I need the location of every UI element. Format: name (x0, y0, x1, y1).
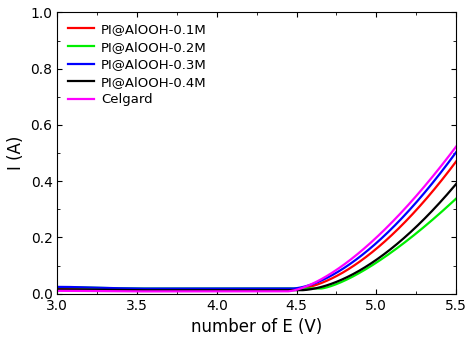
PI@AlOOH-0.3M (55, 285, 60, 289)
PI@AlOOH-0.2M (329, 284, 335, 288)
Line: PI@AlOOH-0.1M: PI@AlOOH-0.1M (57, 162, 456, 289)
Y-axis label: I (A): I (A) (7, 136, 25, 170)
Celgard (134, 289, 140, 294)
PI@AlOOH-0.2M (230, 286, 236, 291)
PI@AlOOH-0.3M (329, 273, 335, 277)
PI@AlOOH-0.1M (216, 287, 222, 292)
PI@AlOOH-0.2M (366, 265, 372, 270)
PI@AlOOH-0.4M (366, 263, 372, 267)
Celgard (366, 243, 372, 247)
Celgard (95, 289, 101, 293)
Line: Celgard: Celgard (57, 146, 456, 292)
PI@AlOOH-0.3M (134, 286, 140, 291)
Legend: PI@AlOOH-0.1M, PI@AlOOH-0.2M, PI@AlOOH-0.3M, PI@AlOOH-0.4M, Celgard: PI@AlOOH-0.1M, PI@AlOOH-0.2M, PI@AlOOH-0… (64, 19, 210, 110)
Line: PI@AlOOH-0.3M: PI@AlOOH-0.3M (57, 152, 456, 288)
PI@AlOOH-0.1M (366, 253, 372, 257)
PI@AlOOH-0.4M (453, 182, 459, 186)
X-axis label: number of E (V): number of E (V) (191, 318, 322, 336)
PI@AlOOH-0.1M (134, 287, 140, 292)
PI@AlOOH-0.1M (453, 159, 459, 164)
PI@AlOOH-0.3M (453, 150, 459, 154)
Celgard (230, 289, 236, 294)
Celgard (329, 271, 335, 275)
PI@AlOOH-0.4M (373, 258, 379, 262)
PI@AlOOH-0.3M (216, 286, 222, 291)
PI@AlOOH-0.1M (373, 247, 379, 251)
Celgard (216, 289, 222, 294)
PI@AlOOH-0.4M (95, 288, 101, 292)
PI@AlOOH-0.4M (134, 288, 140, 292)
PI@AlOOH-0.1M (329, 276, 335, 281)
PI@AlOOH-0.2M (95, 286, 101, 290)
PI@AlOOH-0.3M (373, 241, 379, 246)
PI@AlOOH-0.2M (134, 286, 140, 291)
PI@AlOOH-0.1M (55, 286, 60, 290)
Celgard (55, 289, 60, 293)
PI@AlOOH-0.2M (55, 285, 60, 289)
PI@AlOOH-0.4M (216, 288, 222, 292)
PI@AlOOH-0.2M (216, 286, 222, 291)
Celgard (373, 236, 379, 240)
PI@AlOOH-0.1M (95, 287, 101, 291)
PI@AlOOH-0.2M (453, 197, 459, 201)
PI@AlOOH-0.1M (230, 287, 236, 292)
PI@AlOOH-0.4M (55, 287, 60, 292)
Line: PI@AlOOH-0.4M: PI@AlOOH-0.4M (57, 184, 456, 290)
PI@AlOOH-0.3M (95, 286, 101, 290)
PI@AlOOH-0.3M (230, 286, 236, 291)
Line: PI@AlOOH-0.2M: PI@AlOOH-0.2M (57, 199, 456, 288)
Celgard (453, 144, 459, 149)
PI@AlOOH-0.4M (329, 282, 335, 286)
PI@AlOOH-0.3M (366, 248, 372, 252)
PI@AlOOH-0.2M (373, 261, 379, 265)
PI@AlOOH-0.4M (230, 288, 236, 292)
